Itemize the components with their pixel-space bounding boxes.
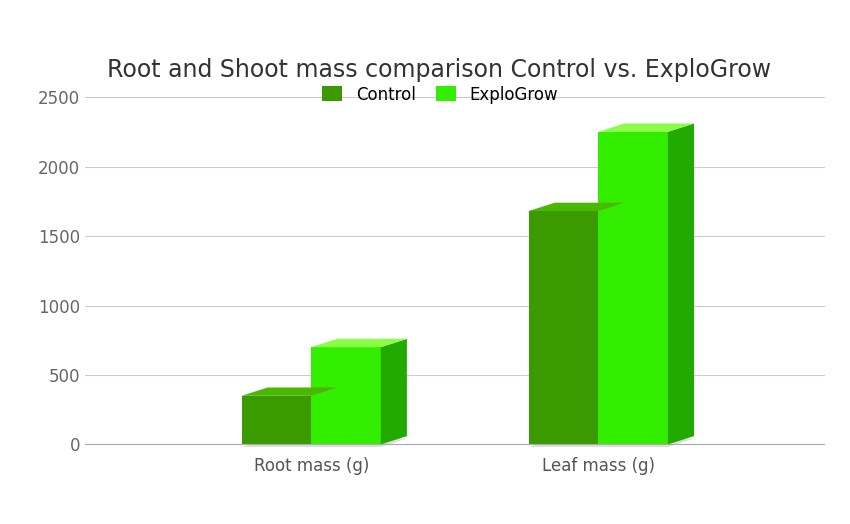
Polygon shape bbox=[311, 387, 337, 444]
Polygon shape bbox=[598, 124, 694, 132]
Polygon shape bbox=[241, 396, 311, 444]
Polygon shape bbox=[381, 339, 407, 444]
Text: Leaf mass (g): Leaf mass (g) bbox=[541, 457, 654, 475]
Polygon shape bbox=[598, 439, 694, 447]
Polygon shape bbox=[241, 439, 337, 447]
Text: Root mass (g): Root mass (g) bbox=[253, 457, 369, 475]
Text: Root and Shoot mass comparison Control vs. ExploGrow: Root and Shoot mass comparison Control v… bbox=[107, 58, 771, 82]
Polygon shape bbox=[311, 347, 381, 444]
Polygon shape bbox=[529, 211, 598, 444]
Polygon shape bbox=[311, 339, 407, 347]
Polygon shape bbox=[529, 203, 625, 211]
Polygon shape bbox=[598, 203, 625, 444]
Legend: Control, ExploGrow: Control, ExploGrow bbox=[317, 81, 563, 108]
Polygon shape bbox=[598, 132, 668, 444]
Polygon shape bbox=[311, 439, 407, 447]
Polygon shape bbox=[241, 387, 337, 396]
Polygon shape bbox=[668, 124, 694, 444]
Polygon shape bbox=[529, 439, 625, 447]
